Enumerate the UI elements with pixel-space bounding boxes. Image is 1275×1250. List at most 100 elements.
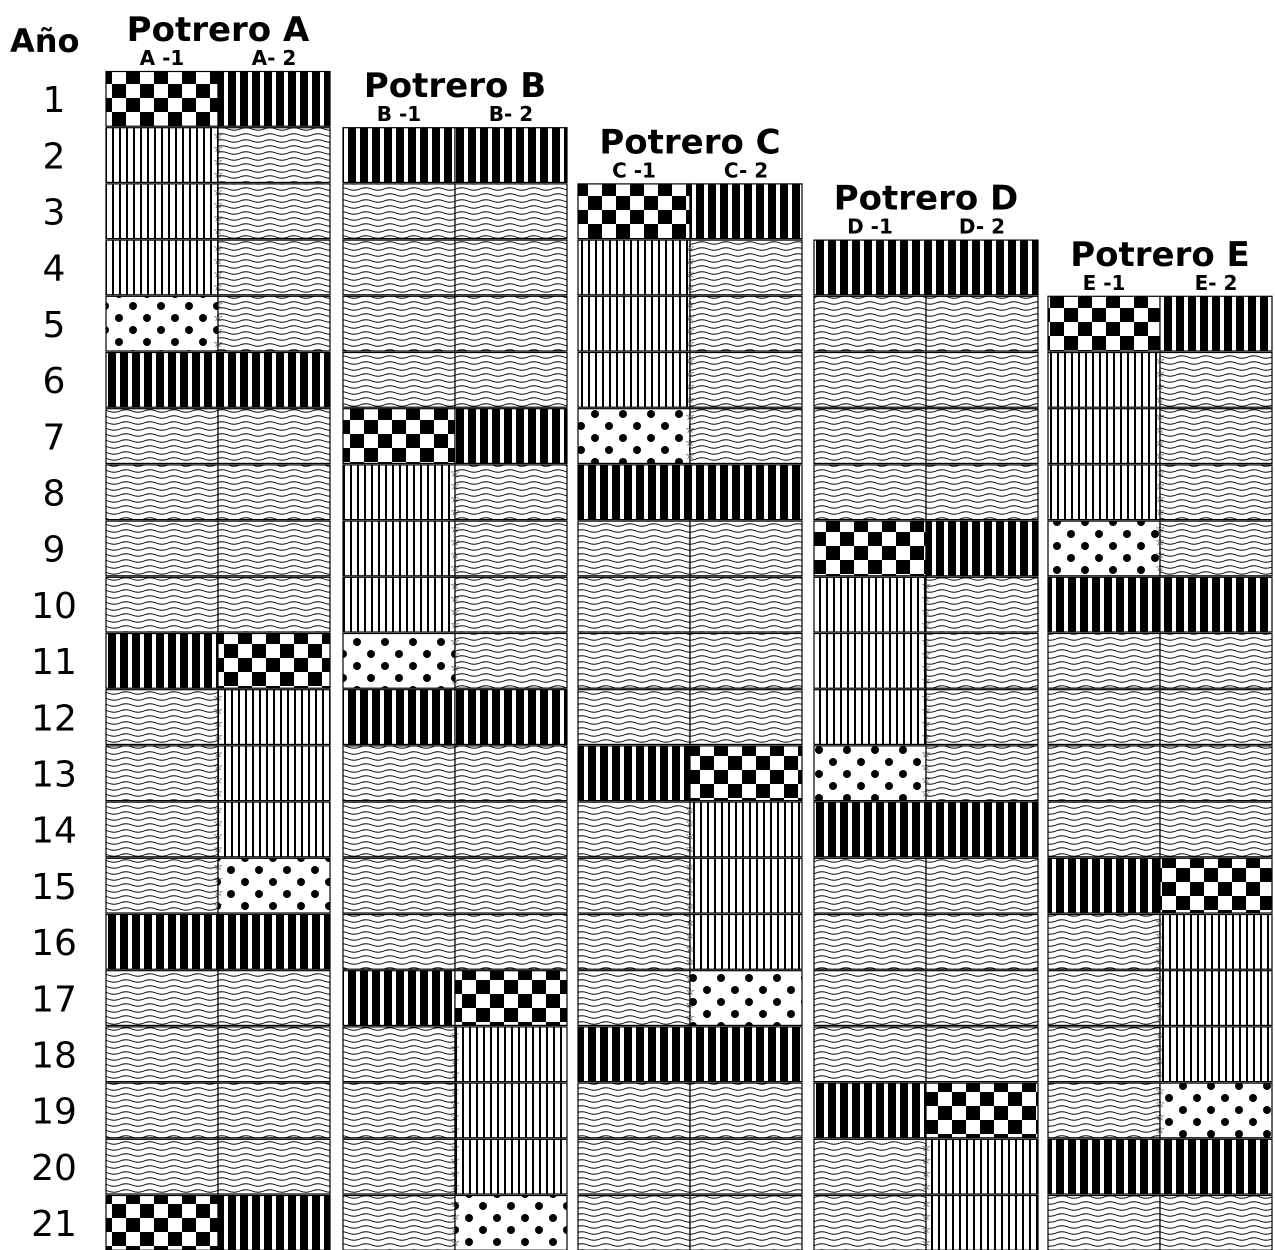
year-label: 5 <box>43 305 66 346</box>
parcel-cell-solid <box>690 1027 802 1082</box>
parcel-cell-fine <box>1160 915 1272 970</box>
fence-star-icon: ☆ <box>450 592 460 605</box>
parcel-cell-solid <box>814 1083 926 1138</box>
fence-star-icon: ☆ <box>213 324 223 337</box>
parcel-cell-wavy <box>1160 746 1272 801</box>
parcel-cell-wavy <box>578 1139 690 1194</box>
parcel-cell-wavy <box>690 634 802 689</box>
parcel-cell-wavy <box>106 858 218 913</box>
fence-star-icon: ☆ <box>1155 972 1165 985</box>
parcel-cell-fine <box>343 465 455 520</box>
fence-star-icon: ☆ <box>450 579 460 592</box>
parcel-cell-wavy <box>690 409 802 464</box>
fence-star-icon: ☆ <box>213 224 223 237</box>
parcel-cell-wavy <box>218 1083 330 1138</box>
parcel-cell-fine <box>343 521 455 576</box>
fence-star-icon: ☆ <box>685 985 695 998</box>
fence-star-icon: ☆ <box>450 1028 460 1041</box>
parcel-cell-wavy <box>1048 915 1160 970</box>
parcel-cell-solid <box>814 240 926 295</box>
fence-star-icon: ☆ <box>213 873 223 886</box>
fence-star-icon: ☆ <box>213 730 223 743</box>
fence-star-icon: ☆ <box>450 1085 460 1098</box>
fence-star-icon: ☆ <box>685 899 695 912</box>
fence-star-icon: ☆ <box>685 354 695 367</box>
parcel-cell-wavy <box>578 690 690 745</box>
fence-star-icon: ☆ <box>1155 466 1165 479</box>
parcel-cell-dots <box>343 634 455 689</box>
potrero-block: Potrero BB -1 B- 2☆☆☆☆☆☆☆☆☆☆☆☆☆☆☆☆☆☆☆☆☆☆☆… <box>343 66 567 1250</box>
parcel-cell-wavy <box>455 184 567 239</box>
parcel-cell-fine <box>455 1027 567 1082</box>
fence-star-icon: ☆ <box>921 635 931 648</box>
parcel-cell-checker <box>926 1083 1038 1138</box>
parcel-cell-wavy <box>1160 1196 1272 1250</box>
fence-star-icon: ☆ <box>685 929 695 942</box>
parcel-cell-fine <box>343 577 455 632</box>
parcel-cell-solid <box>1048 577 1160 632</box>
fence-star-icon: ☆ <box>213 786 223 799</box>
parcel-cell-fine <box>690 915 802 970</box>
fence-star-icon: ☆ <box>450 605 460 618</box>
year-label: 11 <box>31 642 77 683</box>
parcel-cell-solid <box>106 634 218 689</box>
parcel-cell-dots <box>1048 521 1160 576</box>
fence-star-icon: ☆ <box>450 1167 460 1180</box>
parcel-cell-wavy <box>455 296 567 351</box>
parcel-cell-wavy <box>814 296 926 351</box>
parcel-cell-wavy <box>455 521 567 576</box>
fence-star-icon: ☆ <box>921 747 931 760</box>
fence-star-icon: ☆ <box>450 635 460 648</box>
fence-star-icon: ☆ <box>921 1197 931 1210</box>
fence-star-icon: ☆ <box>921 1210 931 1223</box>
fence-star-icon: ☆ <box>921 592 931 605</box>
fence-star-icon: ☆ <box>921 674 931 687</box>
parcel-cell-wavy <box>578 971 690 1026</box>
parcel-cell-wavy <box>926 690 1038 745</box>
parcel-cell-wavy <box>1048 1083 1160 1138</box>
fence-star-icon: ☆ <box>450 1041 460 1054</box>
fence-star-icon: ☆ <box>213 198 223 211</box>
parcel-cell-wavy <box>455 802 567 857</box>
parcel-cell-wavy <box>343 240 455 295</box>
parcel-cell-fine <box>1160 971 1272 1026</box>
parcel-cell-wavy <box>218 971 330 1026</box>
parcel-cell-wavy <box>578 1083 690 1138</box>
parcel-cell-wavy <box>1160 521 1272 576</box>
fence-star-icon: ☆ <box>213 129 223 142</box>
parcel-cell-wavy <box>1048 634 1160 689</box>
parcel-cell-wavy <box>1160 409 1272 464</box>
fence-star-icon: ☆ <box>1155 536 1165 549</box>
parcel-cell-wavy <box>106 690 218 745</box>
fence-star-icon: ☆ <box>685 830 695 843</box>
parcel-cell-solid <box>455 690 567 745</box>
year-label: 4 <box>43 249 66 290</box>
parcel-cell-fine <box>814 690 926 745</box>
parcel-cell-wavy <box>814 409 926 464</box>
fence-star-icon: ☆ <box>450 1223 460 1236</box>
year-label: 19 <box>31 1092 77 1133</box>
fence-star-icon: ☆ <box>1155 916 1165 929</box>
fence-star-icon: ☆ <box>1155 354 1165 367</box>
parcel-label: C -1 <box>612 158 656 182</box>
fence-star-icon: ☆ <box>685 423 695 436</box>
parcel-cell-wavy <box>690 240 802 295</box>
parcel-cell-solid <box>1048 1139 1160 1194</box>
fence-star-icon: ☆ <box>450 1210 460 1223</box>
parcel-cell-wavy <box>1160 690 1272 745</box>
fence-star-icon: ☆ <box>450 661 460 674</box>
fence-star-icon: ☆ <box>213 311 223 324</box>
potrero-title: Potrero E <box>1070 235 1250 275</box>
parcel-cell-solid <box>343 690 455 745</box>
parcel-cell-solid <box>343 971 455 1026</box>
fence-star-icon: ☆ <box>685 873 695 886</box>
potrero-title: Potrero B <box>364 66 546 106</box>
fence-star-icon: ☆ <box>1155 955 1165 968</box>
parcel-cell-fine <box>218 690 330 745</box>
fence-star-icon: ☆ <box>685 843 695 856</box>
fence-star-icon: ☆ <box>450 618 460 631</box>
fence-star-icon: ☆ <box>921 1223 931 1236</box>
parcel-cell-wavy <box>1160 353 1272 408</box>
parcel-cell-solid <box>455 409 567 464</box>
parcel-label: D -1 <box>847 215 893 239</box>
